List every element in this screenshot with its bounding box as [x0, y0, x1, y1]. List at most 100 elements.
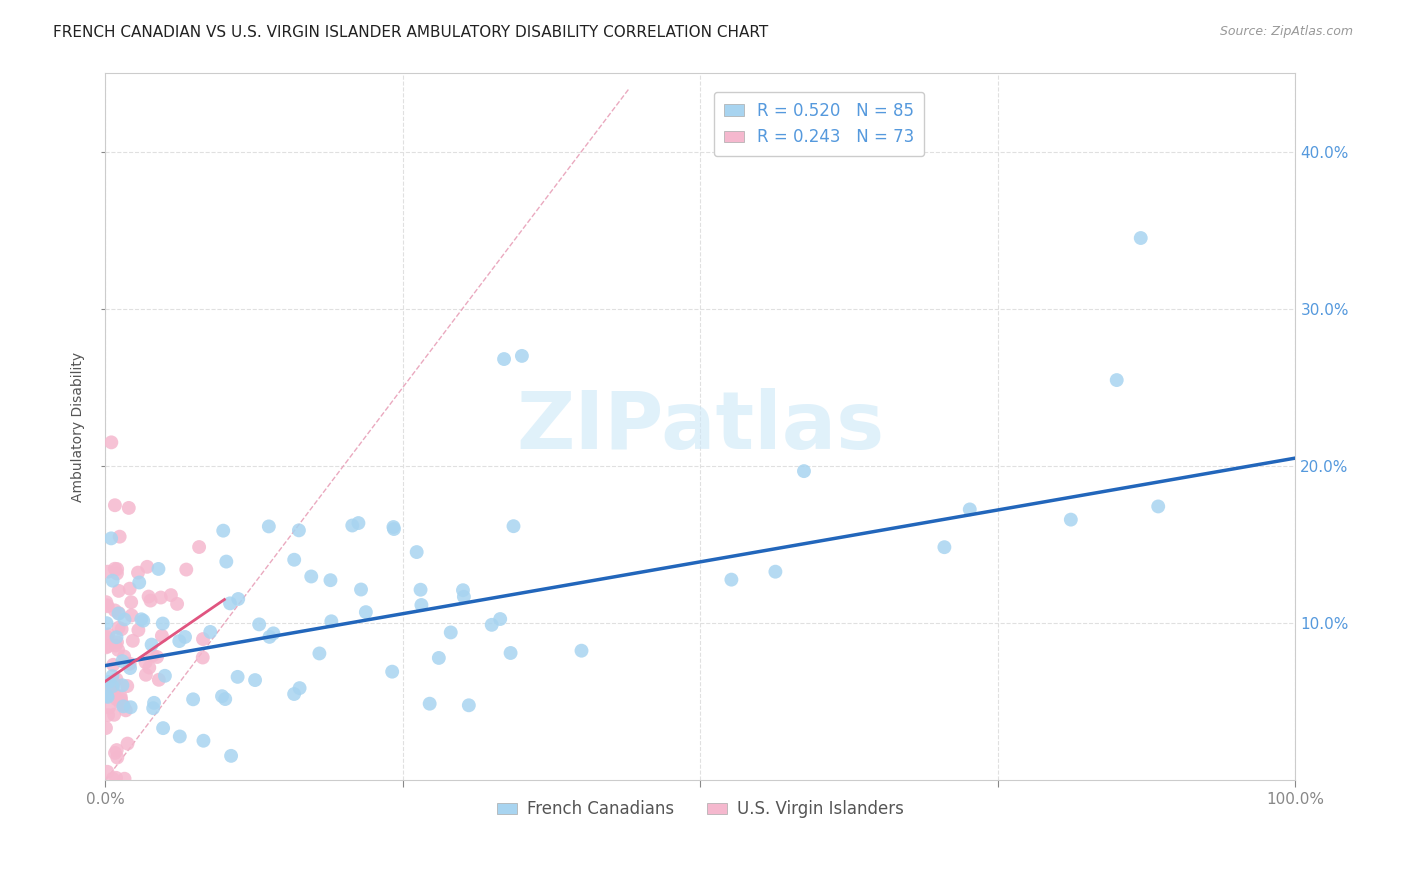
Point: [96, 616, 118, 631]
Point: [107, 643, 129, 657]
Point: [101, 669, 124, 683]
Point: [105, 771, 128, 785]
Point: [382, 520, 405, 534]
Point: [117, 679, 139, 693]
Point: [120, 595, 142, 609]
Point: [104, 603, 127, 617]
Point: [101, 679, 124, 693]
Point: [342, 518, 364, 533]
Point: [451, 583, 474, 598]
Point: [1105, 373, 1128, 387]
Point: [96, 764, 118, 779]
Point: [288, 524, 311, 538]
Point: [262, 626, 284, 640]
Point: [148, 562, 170, 576]
Point: [97, 700, 120, 714]
Point: [121, 633, 143, 648]
Point: [112, 698, 135, 713]
Point: [191, 650, 214, 665]
Point: [107, 583, 129, 598]
Point: [127, 623, 149, 637]
Point: [131, 612, 153, 626]
Point: [142, 648, 165, 663]
Point: [111, 678, 134, 692]
Point: [105, 743, 128, 757]
Point: [118, 657, 141, 671]
Point: [153, 669, 176, 683]
Point: [135, 667, 157, 681]
Point: [354, 605, 377, 619]
Point: [214, 692, 236, 706]
Point: [96, 595, 118, 609]
Point: [215, 555, 238, 569]
Point: [321, 615, 343, 629]
Point: [193, 733, 215, 747]
Point: [411, 598, 433, 612]
Point: [97, 639, 120, 653]
Point: [96, 630, 118, 644]
Point: [146, 650, 169, 665]
Point: [100, 435, 122, 450]
Point: [409, 582, 432, 597]
Point: [152, 616, 174, 631]
Point: [243, 673, 266, 687]
Point: [97, 690, 120, 704]
Point: [1147, 500, 1170, 514]
Point: [103, 657, 125, 672]
Point: [763, 565, 786, 579]
Point: [959, 502, 981, 516]
Point: [111, 654, 134, 668]
Point: [148, 673, 170, 687]
Point: [96, 689, 118, 703]
Point: [105, 566, 128, 581]
Point: [405, 545, 427, 559]
Point: [120, 661, 142, 675]
Text: FRENCH CANADIAN VS U.S. VIRGIN ISLANDER AMBULATORY DISABILITY CORRELATION CHART: FRENCH CANADIAN VS U.S. VIRGIN ISLANDER …: [53, 25, 769, 40]
Point: [107, 607, 129, 621]
Point: [139, 593, 162, 607]
Point: [489, 612, 512, 626]
Point: [720, 573, 742, 587]
Point: [191, 632, 214, 646]
Point: [121, 608, 143, 623]
Point: [138, 660, 160, 674]
Point: [174, 563, 197, 577]
Point: [350, 582, 373, 597]
Point: [219, 596, 242, 610]
Point: [103, 707, 125, 722]
Point: [114, 612, 136, 626]
Point: [149, 591, 172, 605]
Point: [104, 498, 127, 512]
Point: [127, 566, 149, 580]
Point: [104, 562, 127, 576]
Point: [319, 573, 342, 587]
Point: [105, 562, 128, 576]
Point: [427, 651, 450, 665]
Point: [104, 639, 127, 653]
Point: [453, 590, 475, 604]
Point: [419, 697, 441, 711]
Point: [502, 519, 524, 533]
Point: [110, 690, 132, 704]
Point: [101, 680, 124, 694]
Point: [481, 617, 503, 632]
Point: [117, 737, 139, 751]
Point: [104, 746, 127, 760]
Point: [169, 730, 191, 744]
Point: [97, 708, 120, 723]
Point: [1129, 231, 1152, 245]
Point: [247, 617, 270, 632]
Point: [105, 635, 128, 649]
Text: ZIPatlas: ZIPatlas: [516, 388, 884, 466]
Point: [96, 640, 118, 655]
Point: [219, 748, 242, 763]
Point: [160, 588, 183, 602]
Point: [108, 696, 131, 710]
Point: [226, 592, 249, 607]
Point: [108, 606, 131, 620]
Point: [101, 574, 124, 588]
Point: [212, 524, 235, 538]
Point: [181, 692, 204, 706]
Point: [105, 673, 128, 687]
Point: [299, 569, 322, 583]
